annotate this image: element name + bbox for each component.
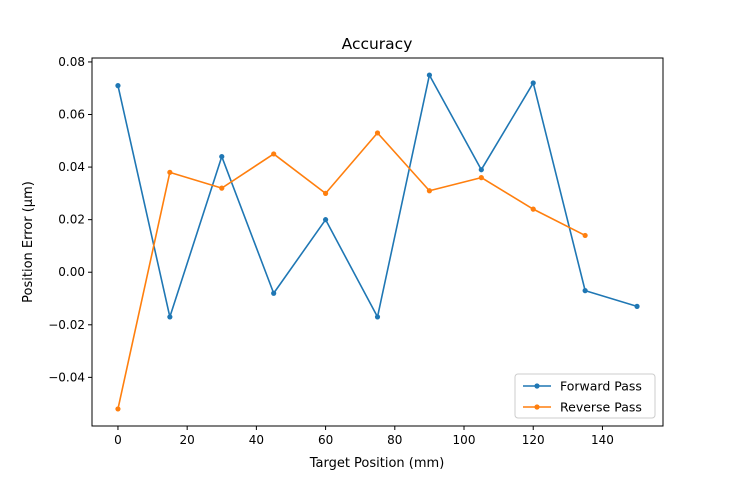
data-point xyxy=(634,303,640,309)
data-point xyxy=(322,217,329,223)
legend-label: Forward Pass xyxy=(560,379,642,394)
y-tick-label: −0.02 xyxy=(48,318,85,332)
data-point xyxy=(322,190,329,196)
y-axis-ticks: −0.04 −0.02 0.00 0.02 0.04 0.06 0.08 xyxy=(48,55,92,384)
y-axis-label: Position Error (µm) xyxy=(21,181,36,303)
series-line xyxy=(117,132,586,410)
x-tick-label: 60 xyxy=(318,433,333,447)
plot-area xyxy=(92,58,663,426)
data-point xyxy=(374,130,381,136)
legend-label: Reverse Pass xyxy=(560,400,642,415)
series-reverse-pass xyxy=(115,130,588,412)
x-tick-label: 80 xyxy=(387,433,402,447)
y-tick-label: 0.08 xyxy=(58,55,85,69)
data-point xyxy=(478,167,484,173)
data-point xyxy=(530,80,536,86)
data-point xyxy=(271,151,277,157)
data-point xyxy=(582,288,588,294)
y-tick-label: 0.02 xyxy=(58,213,85,227)
data-point xyxy=(115,83,121,89)
x-tick-label: 100 xyxy=(453,433,476,447)
y-tick-label: 0.00 xyxy=(58,265,85,279)
data-point xyxy=(374,314,381,320)
data-point xyxy=(271,290,277,296)
data-point xyxy=(219,153,225,160)
data-point xyxy=(582,232,588,239)
x-tick-label: 120 xyxy=(522,433,545,447)
x-tick-label: 140 xyxy=(591,433,614,447)
data-point xyxy=(167,314,173,320)
y-tick-label: 0.04 xyxy=(58,160,85,174)
plot-frame xyxy=(91,57,664,427)
data-point xyxy=(219,185,225,191)
legend: Forward Pass Reverse Pass xyxy=(514,373,656,419)
y-tick-label: 0.06 xyxy=(58,108,85,122)
legend-marker xyxy=(534,383,540,389)
legend-marker xyxy=(534,404,540,410)
series-forward-pass xyxy=(115,72,640,320)
x-tick-label: 20 xyxy=(180,433,195,447)
series-layer xyxy=(115,72,640,412)
x-tick-label: 0 xyxy=(114,433,122,447)
data-point xyxy=(115,406,121,412)
data-point xyxy=(530,206,536,212)
x-tick-label: 40 xyxy=(249,433,264,447)
data-point xyxy=(478,175,484,181)
x-axis-ticks: 0 20 40 60 80 100 120 140 xyxy=(114,426,614,447)
data-point xyxy=(426,188,433,194)
data-point xyxy=(167,169,173,175)
y-tick-label: −0.04 xyxy=(48,370,85,384)
data-point xyxy=(426,72,433,78)
chart-title: Accuracy xyxy=(342,35,413,53)
x-axis-label: Target Position (mm) xyxy=(309,456,445,471)
